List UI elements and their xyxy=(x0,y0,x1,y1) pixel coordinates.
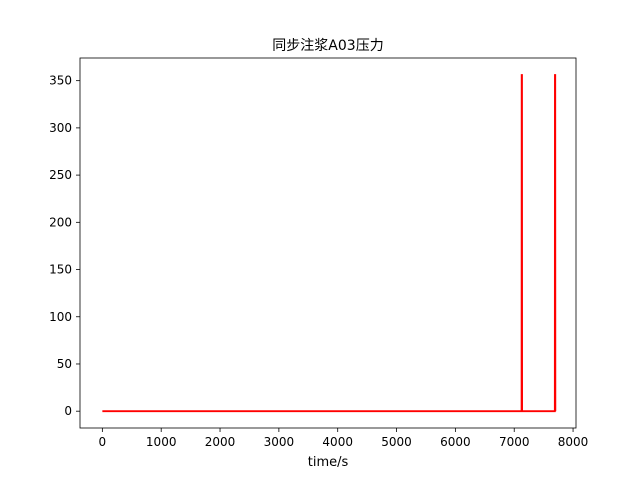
x-tick-label: 1000 xyxy=(146,435,177,449)
plot-frame xyxy=(79,57,577,429)
x-tick-label: 5000 xyxy=(381,435,412,449)
chart-title: 同步注浆A03压力 xyxy=(272,38,383,54)
plot-area xyxy=(102,74,557,413)
x-axis: 0 1000 2000 3000 4000 5000 6000 7000 8000 xyxy=(99,428,589,449)
x-axis-label: time/s xyxy=(308,455,349,470)
x-tick-label: 2000 xyxy=(205,435,236,449)
y-tick-label: 150 xyxy=(49,263,72,277)
y-tick-label: 0 xyxy=(64,404,72,418)
x-tick-label: 8000 xyxy=(558,435,589,449)
y-tick-label: 200 xyxy=(49,215,72,229)
x-tick-label: 3000 xyxy=(264,435,295,449)
x-tick-label: 4000 xyxy=(322,435,353,449)
series-line-1 xyxy=(102,74,557,413)
x-tick-label: 0 xyxy=(99,435,107,449)
y-tick-label: 50 xyxy=(57,357,72,371)
y-tick-label: 100 xyxy=(49,310,72,324)
y-axis: 0 50 100 150 200 250 300 350 xyxy=(49,74,80,418)
x-tick-label: 6000 xyxy=(440,435,471,449)
y-tick-label: 250 xyxy=(49,168,72,182)
y-tick-label: 350 xyxy=(49,74,72,88)
y-tick-label: 300 xyxy=(49,121,72,135)
x-tick-label: 7000 xyxy=(499,435,530,449)
